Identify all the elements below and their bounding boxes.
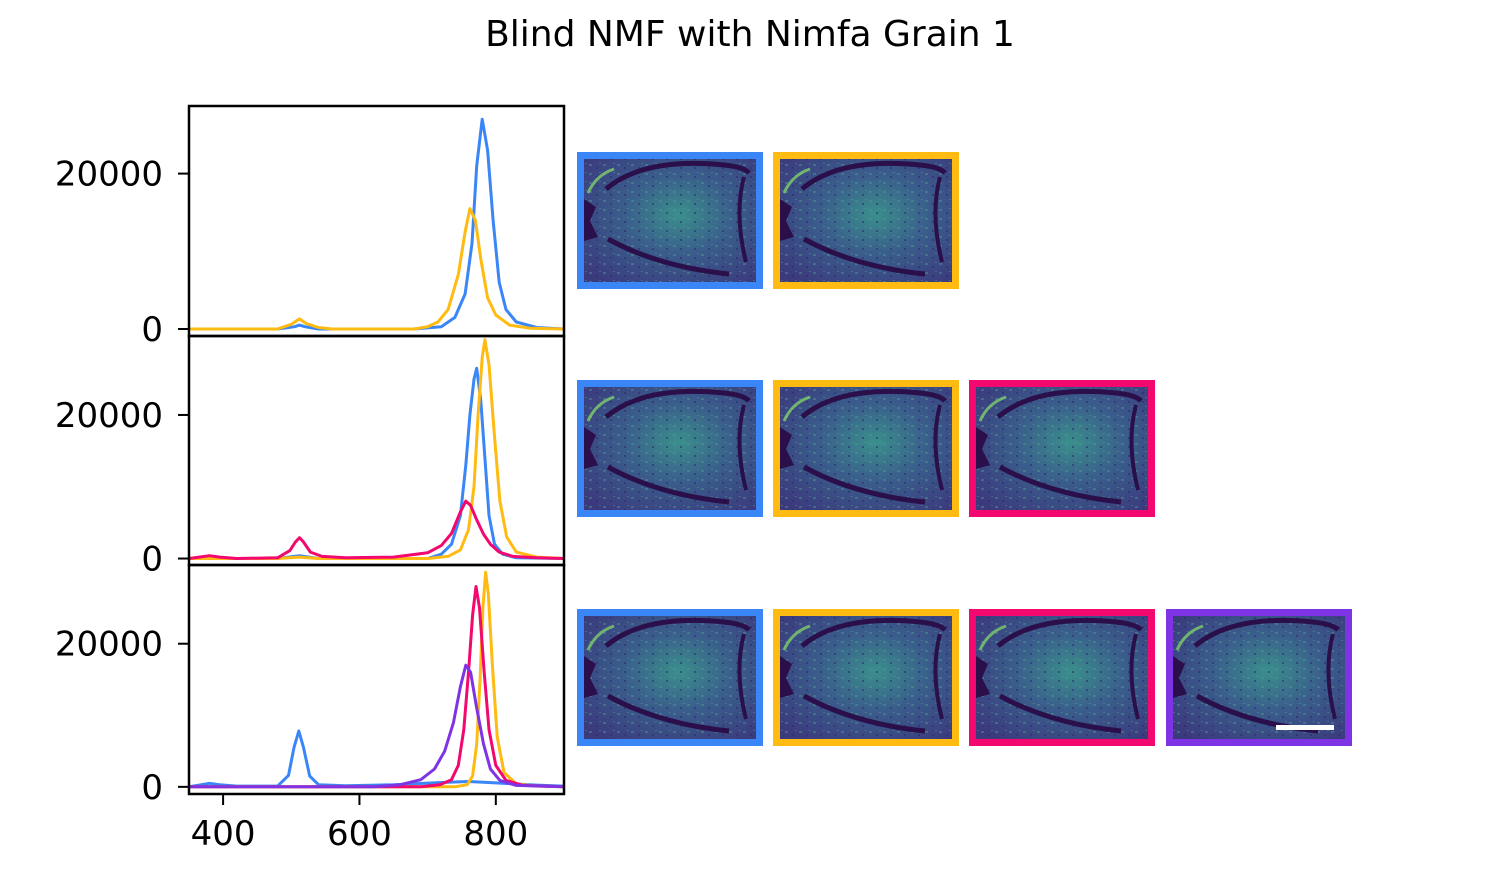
component-map-purple	[1166, 609, 1352, 746]
series-line-gold	[189, 570, 564, 789]
y-tick-label: 0	[141, 310, 163, 350]
y-tick-label: 20000	[55, 625, 163, 665]
y-tick-label: 0	[141, 540, 163, 580]
component-map-blue	[577, 609, 763, 746]
x-tick-label: 600	[327, 814, 392, 854]
figure-title: Blind NMF with Nimfa Grain 1	[485, 14, 1015, 55]
axes-frame	[187, 563, 566, 796]
component-map-pink	[969, 380, 1155, 517]
x-tick-label: 400	[191, 814, 256, 854]
series-line-purple	[189, 663, 564, 789]
spectrum-panel-2: 0 20000	[55, 334, 566, 580]
y-tick-label: 0	[141, 768, 163, 808]
component-map-blue	[577, 380, 763, 517]
series-line-blue	[189, 366, 564, 560]
series-line-gold	[189, 338, 564, 560]
series-line-pink	[189, 585, 564, 789]
axes-frame	[187, 334, 566, 567]
spectrum-panel-1: 0 20000	[55, 104, 566, 350]
scale-bar	[1276, 725, 1334, 730]
series-line-blue	[189, 729, 564, 789]
component-map-gold	[773, 609, 959, 746]
component-map-blue	[577, 152, 763, 289]
component-map-gold	[773, 380, 959, 517]
x-tick-label: 800	[463, 814, 528, 854]
series-line-gold	[189, 207, 564, 331]
component-map-pink	[969, 609, 1155, 746]
axes-frame	[187, 104, 566, 338]
component-map-gold	[773, 152, 959, 289]
spectrum-panel-3: 0 20000 400 600 800	[55, 563, 566, 854]
series-line-pink	[189, 499, 564, 560]
y-tick-label: 20000	[55, 155, 163, 195]
series-line-blue	[189, 117, 564, 331]
y-tick-label: 20000	[55, 396, 163, 436]
